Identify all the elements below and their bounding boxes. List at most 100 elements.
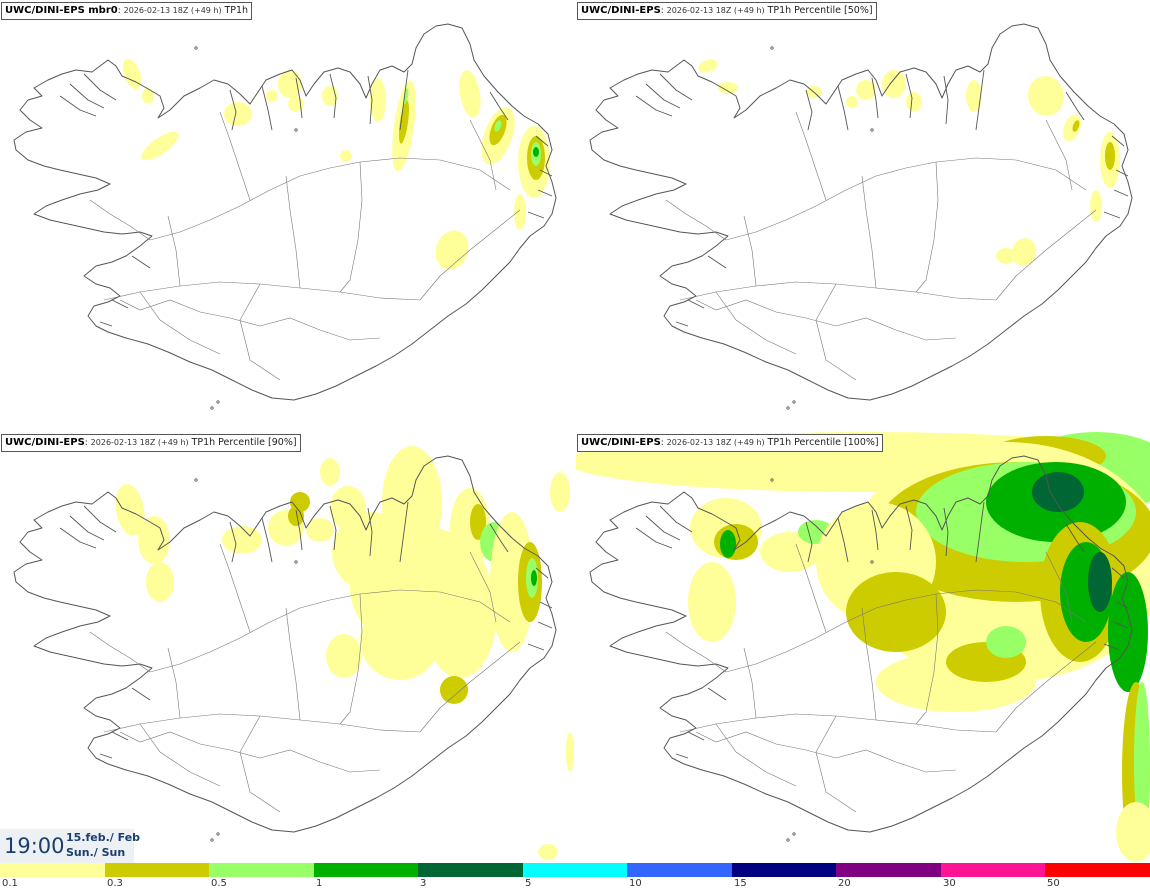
colorbar-tick-label: 15 — [734, 878, 747, 889]
road — [695, 299, 957, 341]
precip-area — [986, 626, 1026, 658]
fjord — [367, 507, 373, 557]
map-panel-p100[interactable]: UWC/DINI-EPS: 2026-02-13 18Z (+49 h) TP1… — [576, 432, 1150, 862]
precip-area — [760, 532, 820, 572]
precip-area — [1116, 802, 1150, 862]
valid-time: 19:00 — [4, 834, 65, 858]
precip-colorbar — [0, 863, 1150, 877]
fjord — [1111, 135, 1125, 147]
road — [915, 161, 939, 293]
island — [870, 560, 874, 564]
fjord — [837, 517, 849, 563]
fjord — [83, 505, 117, 533]
fjord — [83, 73, 117, 101]
fjord — [527, 643, 545, 651]
road — [167, 215, 181, 287]
panel-param: TP1h — [224, 5, 249, 16]
panel-param: TP1h Percentile [100%] — [767, 437, 879, 448]
fjord — [261, 85, 273, 131]
road — [339, 593, 363, 725]
fjord — [535, 567, 549, 579]
fjord — [229, 521, 237, 563]
fjord — [905, 73, 913, 119]
fjord — [229, 89, 237, 131]
road — [139, 291, 221, 355]
precip-area — [278, 70, 302, 98]
precip-layer — [698, 59, 1120, 266]
precip-area — [459, 70, 481, 118]
fjord — [975, 69, 985, 131]
fjord — [687, 299, 705, 309]
road — [89, 199, 151, 241]
fjord — [659, 73, 693, 101]
road — [715, 723, 797, 787]
precip-area — [1063, 114, 1081, 142]
precip-area — [718, 82, 738, 94]
colorbar-segment — [104, 863, 210, 877]
road — [119, 299, 381, 341]
island — [792, 832, 796, 836]
map-panel-p50[interactable]: UWC/DINI-EPS: 2026-02-13 18Z (+49 h) TP1… — [576, 0, 1150, 430]
colorbar-segment — [418, 863, 523, 877]
road-network — [665, 111, 1097, 381]
precip-layer — [122, 58, 550, 270]
precip-layer — [576, 432, 1150, 862]
fjord — [527, 211, 545, 219]
colorbar-segment — [522, 863, 628, 877]
road — [915, 593, 939, 725]
panel-title: UWC/DINI-EPS: 2026-02-13 18Z (+49 h) TP1… — [577, 2, 877, 20]
precip-area — [440, 676, 468, 704]
fjord — [871, 509, 879, 551]
fjord — [687, 731, 705, 741]
fjord — [59, 95, 97, 117]
panel-run: 2026-02-13 18Z (+49 h) — [666, 438, 765, 447]
island — [194, 478, 198, 482]
island — [210, 838, 214, 842]
precip-area — [514, 194, 526, 230]
fjord — [943, 75, 949, 125]
fjord — [539, 169, 553, 177]
island — [294, 128, 298, 132]
panel-source: UWC/DINI-EPS — [5, 437, 85, 448]
map-panel-mbr0[interactable]: UWC/DINI-EPS mbr0: 2026-02-13 18Z (+49 h… — [0, 0, 574, 430]
precip-area — [1105, 142, 1115, 170]
fjord — [131, 687, 151, 701]
island — [870, 128, 874, 132]
road — [861, 607, 877, 721]
fjord — [905, 505, 913, 551]
fjord-lines — [635, 501, 1129, 759]
road — [815, 715, 857, 813]
precip-map-p90 — [13, 446, 574, 860]
road — [339, 161, 363, 293]
coastline — [589, 23, 1133, 401]
road — [219, 543, 251, 633]
fjord — [1115, 601, 1129, 609]
colorbar-tick-label: 30 — [943, 878, 956, 889]
road-network — [665, 543, 1097, 813]
precip-map-p50 — [589, 23, 1133, 410]
island — [216, 832, 220, 836]
road — [89, 631, 151, 673]
road — [679, 281, 997, 301]
colorbar-segment — [836, 863, 941, 877]
colorbar-tick-label: 0.1 — [2, 878, 18, 889]
road — [103, 281, 421, 301]
fjord — [635, 527, 673, 549]
map-panel-p90[interactable]: UWC/DINI-EPS: 2026-02-13 18Z (+49 h) TP1… — [0, 432, 574, 862]
road — [119, 731, 381, 773]
fjord — [295, 77, 303, 119]
road — [103, 713, 421, 733]
precip-area — [320, 458, 340, 486]
precip-area — [1027, 76, 1065, 116]
panel-source: UWC/DINI-EPS — [581, 437, 661, 448]
road — [469, 551, 497, 623]
precip-area — [138, 516, 170, 564]
fjord — [635, 95, 673, 117]
colorbar-tick-label: 10 — [629, 878, 642, 889]
fjord — [329, 505, 337, 551]
island — [770, 46, 774, 50]
precip-area — [470, 504, 486, 540]
colorbar-tick-label: 0.3 — [107, 878, 123, 889]
colorbar-segment — [627, 863, 732, 877]
road — [219, 111, 251, 201]
